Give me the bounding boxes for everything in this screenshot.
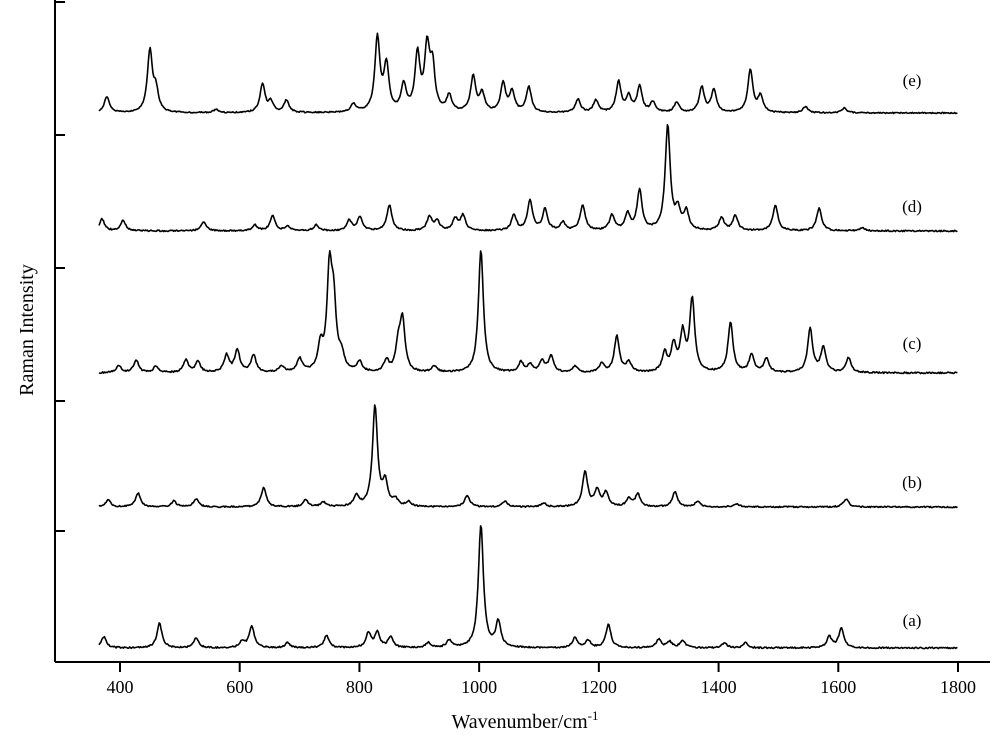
spectrum-trace-b	[98, 404, 958, 509]
y-axis-label: Raman Intensity	[16, 264, 38, 396]
x-tick-label: 1400	[701, 677, 737, 697]
spectrum-trace-a	[98, 525, 958, 650]
series-label-a: (a)	[903, 611, 922, 630]
series-label-d: (d)	[902, 197, 922, 216]
spectrum-trace-e	[98, 32, 958, 115]
spectrum-trace-d	[98, 124, 958, 233]
series-label-b: (b)	[902, 473, 922, 492]
x-tick-label: 1600	[820, 677, 856, 697]
spectrum-trace-c	[98, 250, 958, 375]
x-tick-label: 600	[226, 677, 253, 697]
series-labels: (a) (b) (c) (d) (e)	[902, 71, 922, 630]
x-tick-label: 1800	[940, 677, 976, 697]
x-tick-label: 400	[107, 677, 134, 697]
series-label-e: (e)	[903, 71, 922, 90]
x-tick-label: 1000	[461, 677, 497, 697]
series-label-c: (c)	[903, 334, 922, 353]
x-axis-label: Wavenumber/cm-1	[452, 708, 599, 733]
x-tick-label: 800	[346, 677, 373, 697]
spectra-traces	[98, 32, 958, 650]
axes: 400 600 800 1000 1200 1400 1600 1800	[54, 0, 990, 697]
x-tick-label: 1200	[581, 677, 617, 697]
